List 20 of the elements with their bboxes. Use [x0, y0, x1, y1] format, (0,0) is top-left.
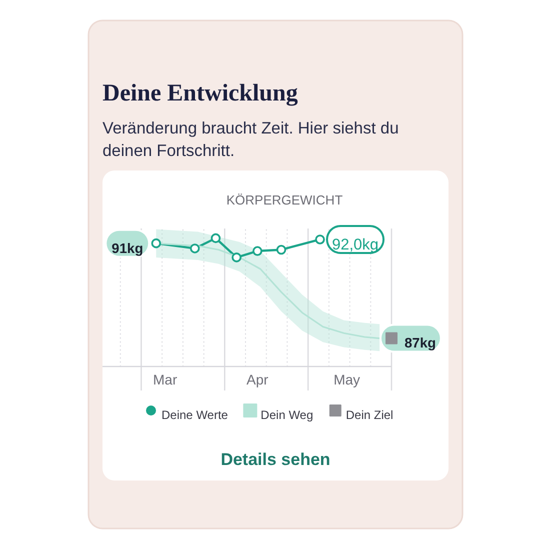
legend-label: Dein Weg: [260, 408, 314, 422]
text: Details sehen: [220, 450, 330, 469]
legend-label: Deine Werte: [162, 408, 228, 422]
chart-subtitle: Veränderung braucht Zeit. Hier siehst du deinen Fortschritt.: [102, 120, 399, 160]
chart-title: Deine Entwicklung: [102, 80, 298, 106]
annotation: 92,0kg: [332, 236, 379, 254]
y-axis-title: KÖRPERGEWICHT: [226, 192, 343, 208]
point: [210, 233, 221, 244]
x-tick-label: Mar: [153, 372, 178, 388]
point: [190, 244, 200, 254]
point: [386, 332, 398, 344]
legend-label: Dein Ziel: [346, 408, 394, 422]
x-tick-label: Apr: [246, 372, 269, 388]
point: [276, 244, 286, 255]
point: [232, 252, 242, 262]
point: [315, 234, 325, 244]
point: [252, 246, 262, 256]
annotation: 87kg: [404, 336, 436, 351]
x-tick-label: May: [334, 372, 360, 388]
annotation: 91kg: [112, 240, 144, 256]
